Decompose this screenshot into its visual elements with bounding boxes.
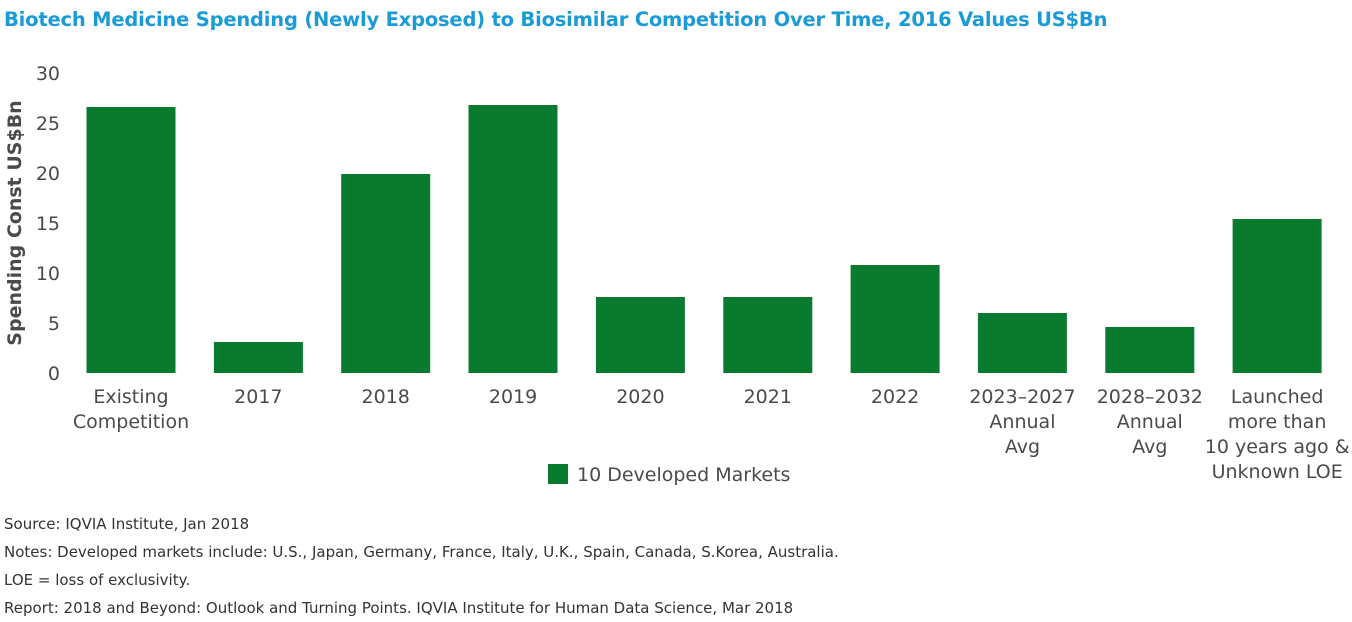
bar <box>977 313 1067 373</box>
bar-chart: 0 5 10 15 20 25 30 Spending Const US$Bn Existing… <box>4 63 1350 486</box>
x-tick-label: 2028–2032 Annual Avg <box>1097 386 1203 458</box>
bar <box>1105 327 1195 373</box>
chart-title: Biotech Medicine Spending (Newly Exposed… <box>4 8 1108 31</box>
source-note: Source: IQVIA Institute, Jan 2018 <box>4 515 250 533</box>
x-tick-label: 2017 <box>234 386 282 408</box>
bar <box>850 265 940 373</box>
legend-label: 10 Developed Markets <box>577 464 790 486</box>
bar <box>723 297 813 373</box>
bar <box>1232 219 1322 373</box>
y-tick-label: 20 <box>36 163 60 185</box>
bar <box>341 174 431 373</box>
x-tick-label: Launched more than 10 years ago & Unknown L… <box>1205 386 1350 483</box>
y-tick-label: 5 <box>48 313 60 335</box>
y-tick-label: 10 <box>36 263 60 285</box>
bar <box>595 297 685 373</box>
y-tick-label: 15 <box>36 213 60 235</box>
bar <box>468 105 558 373</box>
markets-note: Notes: Developed markets include: U.S., … <box>4 543 839 561</box>
loe-note: LOE = loss of exclusivity. <box>4 571 191 589</box>
x-tick-label: 2021 <box>744 386 792 408</box>
x-tick-label: 2023–2027 Annual Avg <box>969 386 1075 458</box>
y-axis-label: Spending Const US$Bn <box>4 100 26 345</box>
x-tick-label: 2022 <box>871 386 919 408</box>
y-tick-label: 30 <box>36 63 60 85</box>
x-tick-label: 2020 <box>616 386 664 408</box>
bar <box>86 107 176 373</box>
x-tick-label: Existing Competition <box>73 386 189 433</box>
y-tick-label: 25 <box>36 113 60 135</box>
legend-swatch <box>548 464 568 484</box>
x-tick-label: 2018 <box>362 386 410 408</box>
y-tick-label: 0 <box>48 363 60 385</box>
bar <box>213 342 303 373</box>
report-note: Report: 2018 and Beyond: Outlook and Tur… <box>4 599 794 617</box>
x-tick-label: 2019 <box>489 386 537 408</box>
